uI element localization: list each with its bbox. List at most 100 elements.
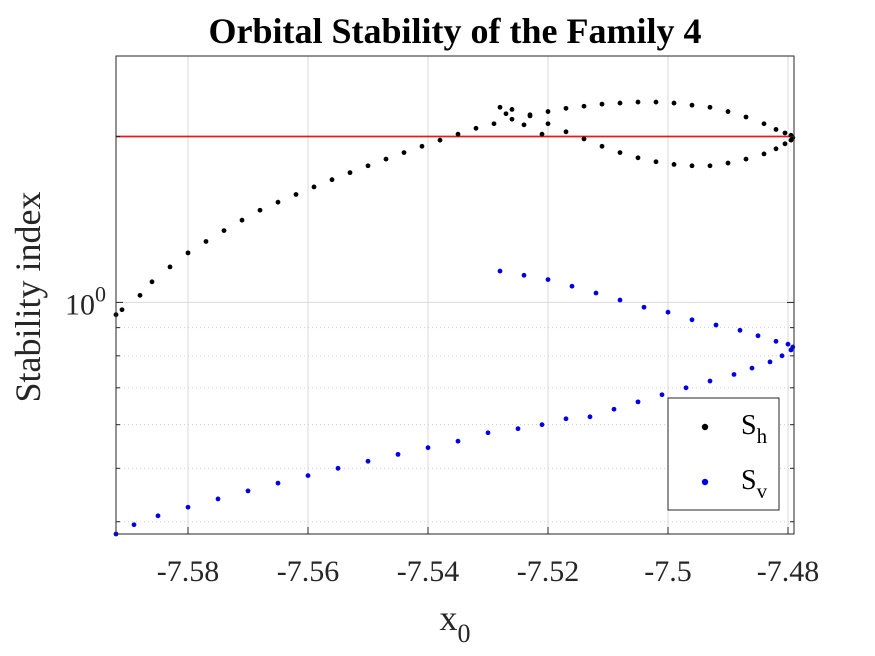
- data-point: [545, 277, 551, 283]
- data-point: [707, 378, 713, 384]
- data-point: [755, 333, 761, 339]
- data-point: [671, 162, 677, 167]
- data-point: [587, 414, 593, 420]
- data-point: [773, 338, 779, 344]
- axes: [115, 55, 795, 535]
- data-point: [599, 101, 605, 107]
- data-point: [539, 131, 545, 137]
- legend-label-sv-base: S: [741, 465, 757, 496]
- data-point: [365, 163, 371, 169]
- data-point: [731, 372, 737, 377]
- data-point: [527, 113, 533, 119]
- data-point: [635, 99, 641, 105]
- data-point: [563, 416, 569, 422]
- data-point: [635, 155, 641, 161]
- data-point: [641, 304, 647, 310]
- data-point: [419, 143, 425, 149]
- y-tick-label: 100: [65, 281, 106, 321]
- data-point: [515, 426, 521, 432]
- legend-label-sv: Sv: [741, 465, 768, 503]
- data-point: [788, 137, 794, 143]
- data-point: [311, 184, 317, 190]
- data-point: [782, 130, 788, 136]
- data-point: [335, 465, 341, 471]
- data-point: [782, 141, 788, 147]
- data-point: [599, 143, 605, 149]
- data-point: [581, 103, 587, 109]
- series-sv: [113, 268, 796, 537]
- legend: Sh Sv: [667, 397, 780, 511]
- data-point: [329, 177, 335, 183]
- y-tick-label-exponent: 0: [95, 281, 106, 306]
- data-series: [113, 99, 796, 537]
- data-point: [773, 127, 779, 132]
- data-point: [509, 116, 515, 122]
- data-point: [563, 129, 569, 135]
- data-point: [725, 160, 731, 166]
- data-point: [305, 473, 311, 479]
- data-point: [581, 136, 587, 142]
- x-tick-label: -7.5: [644, 555, 692, 588]
- legend-label-sh-sub: h: [757, 424, 768, 448]
- x-tick-label: -7.54: [397, 555, 460, 588]
- data-point: [503, 111, 509, 117]
- data-point: [185, 250, 191, 256]
- x-tick-label: -7.52: [517, 555, 580, 588]
- tick-labels: -7.58 -7.56 -7.54 -7.52 -7.5 -7.48 100: [65, 281, 819, 588]
- data-point: [221, 228, 227, 233]
- data-point: [635, 399, 641, 405]
- data-point: [137, 292, 143, 298]
- data-point: [275, 480, 281, 486]
- data-point: [131, 522, 137, 528]
- data-point: [545, 121, 551, 127]
- data-point: [239, 217, 245, 223]
- data-point: [659, 392, 665, 398]
- data-point: [497, 268, 503, 274]
- data-point: [611, 406, 617, 412]
- x-tick-label: -7.56: [277, 555, 340, 588]
- data-point: [539, 422, 545, 428]
- data-point: [245, 488, 251, 494]
- legend-box: [667, 397, 780, 511]
- data-point: [203, 239, 209, 244]
- data-point: [455, 131, 461, 137]
- x-tick-label: -7.58: [157, 555, 220, 588]
- data-point: [185, 504, 191, 510]
- data-point: [689, 102, 695, 108]
- series-sh: [113, 99, 796, 318]
- data-point: [521, 122, 527, 128]
- data-point: [671, 100, 677, 106]
- data-point: [149, 279, 155, 285]
- data-point: [743, 156, 749, 162]
- data-point: [788, 347, 794, 353]
- data-point: [761, 151, 767, 157]
- data-point: [395, 451, 401, 457]
- data-point: [509, 107, 515, 112]
- data-point: [767, 359, 773, 365]
- data-point: [119, 307, 125, 313]
- data-point: [167, 264, 173, 270]
- data-point: [215, 496, 221, 502]
- data-point: [689, 317, 695, 323]
- data-point: [713, 322, 719, 328]
- chart-title: Orbital Stability of the Family 4: [209, 11, 702, 51]
- data-point: [473, 125, 479, 131]
- data-point: [617, 100, 623, 106]
- legend-label-sh-base: S: [741, 410, 757, 441]
- data-point: [455, 438, 461, 444]
- x-axis-label-subscript: 0: [458, 619, 471, 648]
- data-point: [707, 104, 713, 110]
- data-point: [707, 163, 713, 169]
- data-point: [593, 290, 599, 296]
- data-point: [761, 121, 767, 127]
- legend-marker-sh: [701, 423, 709, 431]
- data-point: [725, 109, 731, 114]
- data-point: [485, 430, 491, 436]
- data-point: [689, 163, 695, 169]
- data-point: [383, 156, 389, 162]
- data-point: [737, 327, 743, 333]
- data-point: [521, 272, 527, 278]
- x-axis-label: x0: [440, 598, 471, 648]
- data-point: [155, 513, 161, 519]
